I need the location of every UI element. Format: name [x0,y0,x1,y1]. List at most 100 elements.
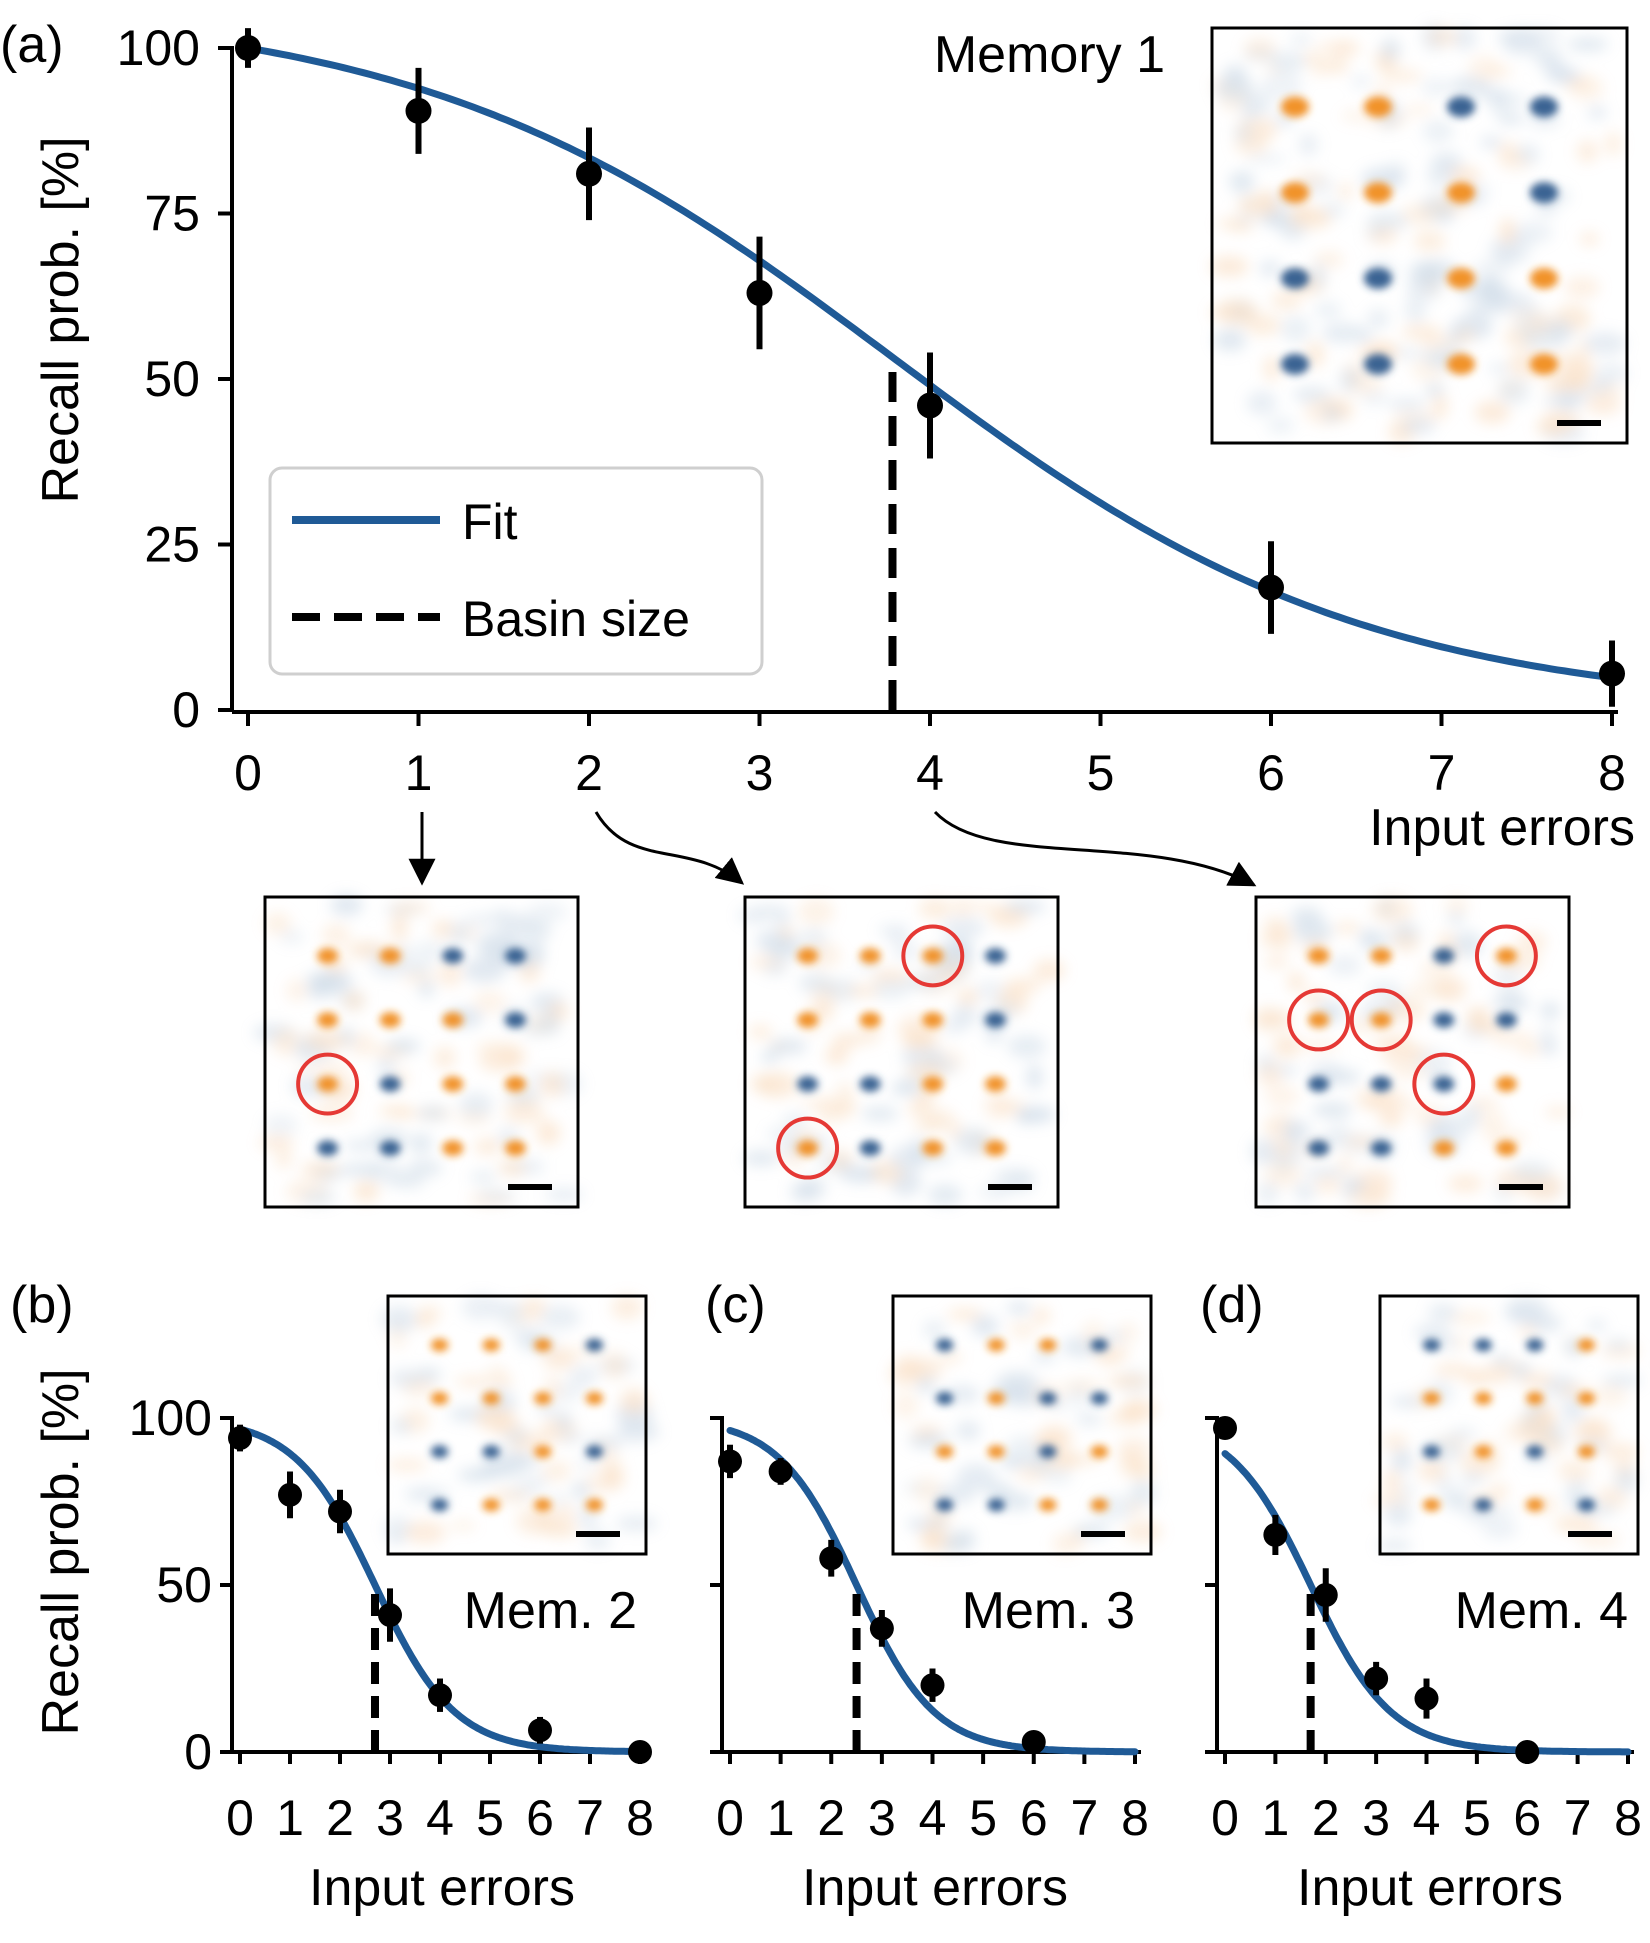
arrow-x2 [594,811,745,885]
x-tick-label-b: 6 [526,1790,554,1846]
fit-curve-d [1221,1450,1632,1756]
x-tick-label-c: 8 [1121,1790,1149,1846]
pattern-inset-err4 [1250,895,1571,1209]
data-point-b [378,1603,402,1628]
x-axis-title-b: Input errors [309,1859,575,1917]
x-tick-label-b: 1 [276,1790,304,1846]
x-tick-label-b: 2 [326,1790,354,1846]
inset-frame [263,895,580,1209]
pattern-inset-mem4 [1372,1294,1643,1556]
x-axis-title-d: Input errors [1297,1859,1563,1917]
x-tick-label-c: 6 [1020,1790,1048,1846]
x-tick-label-d: 5 [1463,1790,1491,1846]
data-point-d [1414,1686,1439,1711]
x-tick-label-c: 1 [767,1790,795,1846]
x-tick-label-a: 2 [575,745,603,801]
x-axis-title-a: Input errors [1369,799,1635,857]
inset-spots [935,1338,1109,1512]
data-point-b [278,1482,302,1507]
inset-noise [380,1294,660,1551]
data-point-d [1313,1583,1338,1608]
pattern-inset-err2 [738,895,1066,1209]
data-point-a [746,279,773,306]
x-tick-label-c: 5 [969,1790,997,1846]
x-tick-label-a: 8 [1598,745,1626,801]
error-circle [1412,1052,1476,1116]
panel-label-b: (b) [10,1276,74,1334]
pattern-inset-err1 [253,894,584,1209]
legend: Fit Basin size [268,466,764,676]
inset-frame [386,1294,648,1556]
panel-label-a: (a) [0,16,64,74]
data-point-d [1263,1522,1288,1547]
x-tick-label-b: 0 [226,1790,254,1846]
y-tick-label-a: 100 [117,20,200,76]
x-tick-label-c: 7 [1070,1790,1098,1846]
x-tick-label-c: 0 [716,1790,744,1846]
data-point-b [428,1683,452,1708]
pattern-inset-mem1 [1208,23,1629,445]
x-tick-label-b: 4 [426,1790,454,1846]
x-tick-label-d: 7 [1564,1790,1592,1846]
x-tick-label-c: 2 [817,1790,845,1846]
x-tick-label-a: 6 [1257,745,1285,801]
y-tick-label-a: 75 [144,186,200,242]
y-tick-label-b: 0 [184,1724,212,1780]
data-point-d [1515,1740,1540,1764]
legend-basin-label: Basin size [462,591,690,647]
y-tick-label-b: 50 [156,1557,212,1613]
x-tick-label-d: 6 [1513,1790,1541,1846]
y-tick-label-a: 25 [144,517,200,573]
y-tick-label-a: 0 [172,682,200,738]
panel-label-c: (c) [705,1276,766,1334]
x-tick-label-a: 3 [746,745,774,801]
inset-frame [1254,895,1571,1209]
inset-noise [1208,23,1629,444]
data-point-c [1021,1729,1046,1754]
chart-a-layer: 0 25 50 75 100 0 1 2 3 4 5 6 7 8 [117,20,1626,801]
inset-noise [888,1301,1162,1555]
x-tick-label-a: 0 [234,745,262,801]
y-tick-label-b: 100 [129,1390,212,1446]
data-point-b [628,1740,652,1764]
inset-frame [743,895,1060,1209]
error-circle [776,1116,840,1180]
data-point-d [1364,1666,1389,1691]
data-point-c [718,1449,742,1474]
pattern-inset-mem3 [888,1294,1162,1556]
y-axis-title-b: Recall prob. [%] [32,1368,90,1735]
data-point-a [576,160,602,187]
inset-spots [317,948,526,1156]
inset-arrows [408,810,1257,887]
inset-noise [1372,1296,1643,1552]
fit-curve-c [726,1427,1139,1756]
data-point-b [528,1718,552,1743]
x-tick-label-d: 3 [1362,1790,1390,1846]
data-point-b [328,1499,352,1524]
x-tick-label-d: 1 [1261,1790,1289,1846]
pattern-inset-mem2 [380,1294,660,1556]
x-tick-label-c: 3 [868,1790,896,1846]
data-point-a [917,392,943,419]
data-point-c [819,1546,844,1571]
error-circle [901,924,965,988]
data-point-d [1213,1416,1237,1441]
inset-spots [430,1338,604,1512]
inset-frame [1378,1294,1640,1556]
data-point-c [920,1673,945,1698]
error-circle [1349,988,1413,1052]
data-point-a [1258,574,1284,601]
inset-noise [1250,895,1571,1209]
data-point-a [405,97,432,124]
data-point-a [235,35,261,61]
inset-spots [797,948,1006,1156]
x-tick-label-d: 8 [1614,1790,1642,1846]
x-axis-title-c: Input errors [802,1859,1068,1917]
inset-spots [1280,96,1559,375]
error-circle [296,1052,360,1116]
y-axis-title-a: Recall prob. [%] [32,136,90,503]
